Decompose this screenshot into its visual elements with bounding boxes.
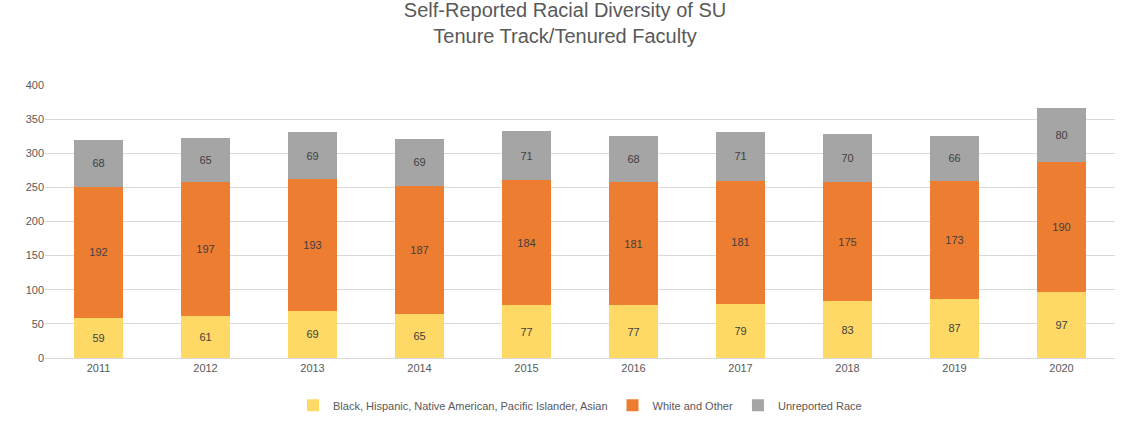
svg-text:250: 250 (26, 181, 44, 193)
svg-text:150: 150 (26, 249, 44, 261)
svg-text:70: 70 (841, 152, 853, 164)
svg-text:50: 50 (32, 318, 44, 330)
svg-text:69: 69 (306, 328, 318, 340)
svg-text:2018: 2018 (835, 362, 859, 374)
svg-text:2013: 2013 (300, 362, 324, 374)
svg-text:175: 175 (838, 236, 856, 248)
svg-text:87: 87 (948, 322, 960, 334)
svg-text:Self-Reported Racial Diversity: Self-Reported Racial Diversity of SUTenu… (404, 0, 726, 47)
svg-text:68: 68 (627, 153, 639, 165)
svg-text:65: 65 (413, 330, 425, 342)
svg-text:2014: 2014 (407, 362, 431, 374)
svg-text:Unreported Race: Unreported Race (778, 400, 862, 412)
svg-text:197: 197 (196, 243, 214, 255)
svg-text:100: 100 (26, 284, 44, 296)
svg-text:350: 350 (26, 113, 44, 125)
svg-text:65: 65 (199, 154, 211, 166)
svg-text:68: 68 (92, 157, 104, 169)
svg-text:71: 71 (734, 150, 746, 162)
svg-text:187: 187 (410, 244, 428, 256)
svg-text:2012: 2012 (193, 362, 217, 374)
svg-text:2020: 2020 (1049, 362, 1073, 374)
svg-text:200: 200 (26, 215, 44, 227)
svg-text:97: 97 (1055, 319, 1067, 331)
svg-text:79: 79 (734, 325, 746, 337)
svg-text:173: 173 (945, 234, 963, 246)
svg-text:71: 71 (520, 150, 532, 162)
svg-text:77: 77 (520, 326, 532, 338)
svg-text:181: 181 (624, 238, 642, 250)
svg-text:190: 190 (1052, 221, 1070, 233)
svg-text:69: 69 (306, 150, 318, 162)
svg-text:White and Other: White and Other (653, 400, 733, 412)
svg-text:184: 184 (517, 237, 535, 249)
svg-text:83: 83 (841, 324, 853, 336)
svg-text:192: 192 (89, 246, 107, 258)
svg-text:59: 59 (92, 332, 104, 344)
svg-text:2019: 2019 (942, 362, 966, 374)
svg-text:66: 66 (948, 152, 960, 164)
svg-text:300: 300 (26, 147, 44, 159)
svg-text:80: 80 (1055, 129, 1067, 141)
svg-text:69: 69 (413, 156, 425, 168)
svg-text:400: 400 (26, 79, 44, 91)
svg-text:77: 77 (627, 326, 639, 338)
svg-text:181: 181 (731, 236, 749, 248)
svg-text:Black, Hispanic, Native Americ: Black, Hispanic, Native American, Pacifi… (333, 400, 608, 412)
svg-text:0: 0 (38, 352, 44, 364)
svg-text:2011: 2011 (87, 362, 111, 374)
svg-text:2017: 2017 (728, 362, 752, 374)
svg-text:2015: 2015 (514, 362, 538, 374)
svg-text:2016: 2016 (621, 362, 645, 374)
svg-text:61: 61 (199, 331, 211, 343)
svg-text:193: 193 (303, 239, 321, 251)
